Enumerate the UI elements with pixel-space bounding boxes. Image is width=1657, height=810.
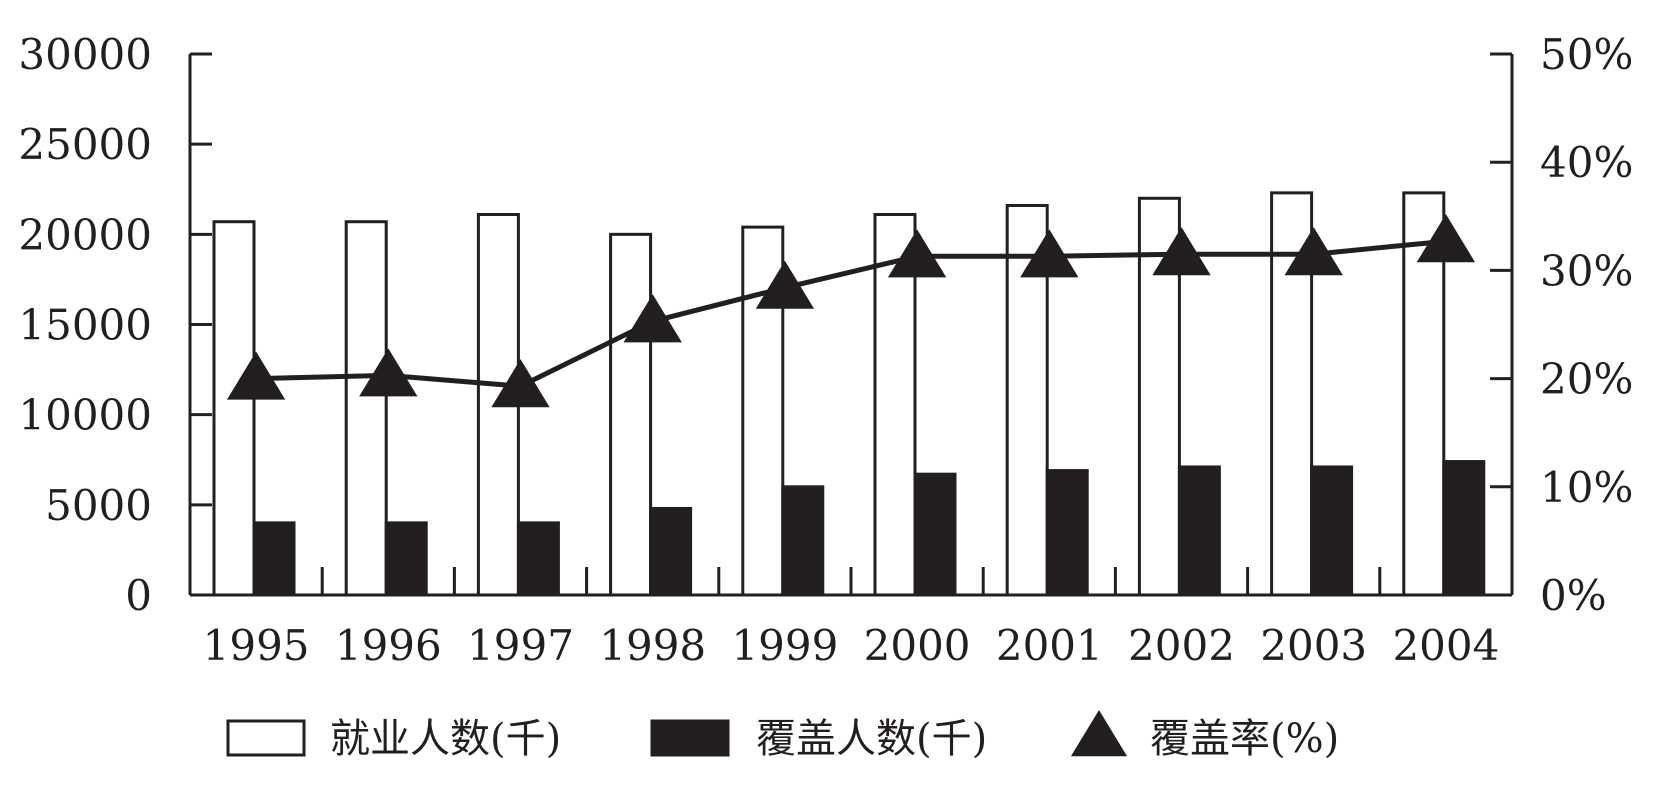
legend: 就业人数(千) 覆盖人数(千) 覆盖率(%) [226,710,1339,762]
legend-marker-white-box [226,719,306,757]
legend-marker-black-box [650,719,730,757]
x-tick-label-1998: 1998 [599,621,706,670]
coverage-rate-point-2000 [887,229,947,278]
x-tick-label-1997: 1997 [467,621,574,670]
x-tick-label-1996: 1996 [335,621,442,670]
legend-label-2: 覆盖人数(千) [756,716,987,762]
x-tick-label-2002: 2002 [1128,621,1235,670]
left-tick-label-0: 0 [125,571,152,620]
covered-bar-1996 [384,521,428,597]
legend-marker-triangle [1070,710,1128,757]
x-tick-label-2001: 2001 [996,621,1103,670]
coverage-rate-point-2001 [1020,229,1079,278]
coverage-rate-point-2004 [1416,214,1476,263]
x-tick-label-2004: 2004 [1392,621,1499,670]
legend-item-3: 覆盖率(%) [1070,710,1339,762]
coverage-rate-line [256,238,1447,389]
left-tick-label-25000: 25000 [18,120,152,169]
x-tick-label-2000: 2000 [864,621,971,670]
left-tick-label-30000: 30000 [18,30,152,79]
coverage-rate-point-1997 [491,359,550,408]
coverage-rate-point-1996 [359,348,418,397]
legend-item-2: 覆盖人数(千) [650,716,987,762]
covered-bar-2003 [1310,465,1354,597]
x-tick-label-1999: 1999 [731,621,838,670]
employed-bar-2000 [873,212,917,597]
right-tick-label-30%: 30% [1540,246,1633,295]
coverage-rate-point-2002 [1152,227,1211,276]
left-tick-label-15000: 15000 [18,301,152,350]
coverage-rate-point-1999 [755,260,815,309]
coverage-rate-point-1995 [226,351,286,400]
x-tick-label-2003: 2003 [1260,621,1367,670]
legend-label-3: 覆盖率(%) [1150,716,1339,762]
covered-bar-1999 [781,485,825,597]
legend-item-1: 就业人数(千) [226,716,561,762]
covered-bar-1995 [252,521,296,597]
coverage-rate-point-2003 [1284,227,1343,276]
left-tick-label-10000: 10000 [18,391,152,440]
right-tick-label-10%: 10% [1540,463,1633,512]
covered-bar-1998 [649,506,693,597]
left-tick-label-5000: 5000 [45,481,152,530]
employed-bar-1996 [344,220,388,597]
covered-bar-2001 [1045,469,1089,597]
employed-bar-1998 [609,232,653,597]
covered-bar-1997 [516,521,560,597]
right-tick-label-20%: 20% [1540,355,1633,404]
employed-bar-1995 [212,220,256,597]
right-tick-label-40%: 40% [1540,138,1633,187]
bars-layer [212,191,1486,597]
line-layer [226,214,1476,408]
x-tick-label-1995: 1995 [203,621,310,670]
coverage-rate-point-1998 [623,294,682,343]
right-tick-label-50%: 50% [1540,30,1633,79]
axes-layer [188,52,1514,597]
left-tick-label-20000: 20000 [18,210,152,259]
covered-bar-2002 [1177,465,1221,597]
covered-bar-2004 [1442,460,1486,597]
covered-bar-2000 [913,472,957,597]
right-tick-label-0%: 0% [1540,571,1607,620]
legend-label-1: 就业人数(千) [330,716,561,762]
tick-labels-layer: 0 5000 10000 15000 20000 25000 30000 0% 10% 20% 30… [18,30,1633,670]
